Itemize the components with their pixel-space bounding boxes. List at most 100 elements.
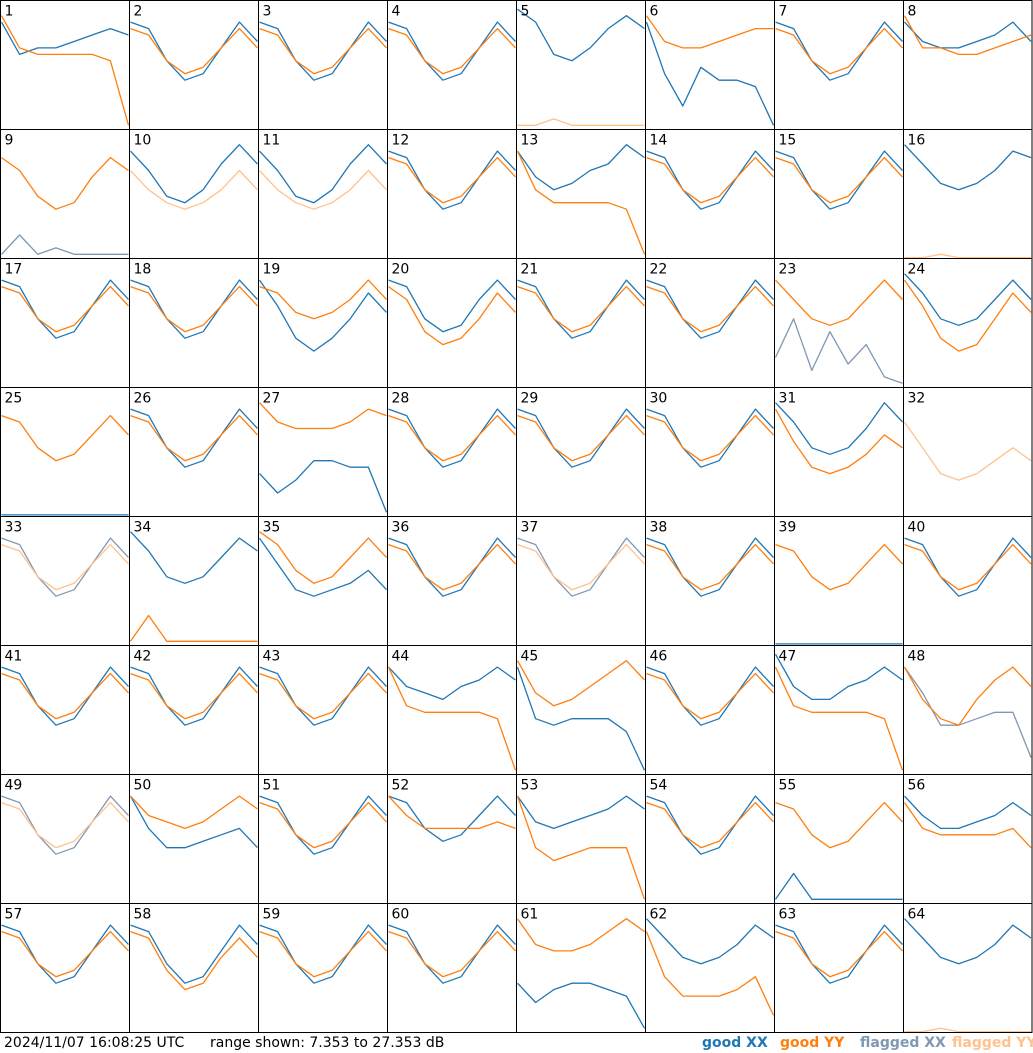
spectrum-line (1, 234, 129, 255)
spectrum-line (646, 285, 774, 333)
spectrum-line (646, 408, 774, 468)
spectrum-line (259, 279, 387, 320)
panel-label: 7 (779, 4, 788, 20)
spectrum-line (259, 801, 387, 849)
panel-frame (0, 0, 130, 130)
spectrum-line (258, 537, 387, 597)
panel-label: 12 (392, 133, 410, 149)
panel-frame (645, 0, 775, 130)
panel-frame (258, 774, 388, 904)
panel-label: 2 (134, 4, 143, 20)
panel-frame (645, 774, 775, 904)
range-text: range shown: 7.353 to 27.353 dB (210, 1035, 444, 1051)
panel-label: 32 (908, 391, 926, 407)
panel-label: 60 (392, 907, 410, 923)
panel-label: 19 (263, 262, 281, 278)
panel-label: 16 (908, 133, 926, 149)
panel-frame (903, 516, 1033, 646)
spectrum-line (646, 537, 774, 597)
panel-frame (516, 774, 646, 904)
panel-label: 43 (263, 649, 281, 665)
panel-label: 49 (5, 778, 23, 794)
spectrum-line (904, 21, 1032, 49)
panel-label: 6 (650, 4, 659, 20)
panel-frame (645, 387, 775, 517)
spectrum-line (903, 802, 1032, 849)
panel-frame (516, 516, 646, 646)
panel-label: 10 (134, 133, 152, 149)
panel-label: 57 (5, 907, 23, 923)
panel-frame (774, 516, 904, 646)
spectrum-line (259, 795, 387, 855)
panel-frame (387, 0, 517, 130)
spectrum-line (646, 672, 774, 720)
panel-label: 52 (392, 778, 410, 794)
spectrum-line (1, 930, 129, 978)
legend-entry: good YY (780, 1035, 845, 1051)
legend-entry: flagged XX (860, 1035, 946, 1051)
spectrum-line (259, 930, 387, 978)
panel-frame (129, 0, 259, 130)
spectrum-line (646, 414, 774, 462)
spectrum-line (903, 666, 1032, 726)
spectrum-line (646, 795, 774, 855)
panel-frame (129, 258, 259, 388)
spectrum-line (646, 279, 774, 339)
spectrum-line (388, 543, 516, 591)
panel-frame (516, 903, 646, 1033)
spectrum-line (1, 801, 129, 849)
spectrum-line (388, 408, 516, 468)
spectrum-line (130, 531, 258, 584)
spectrum-line (646, 150, 774, 210)
panel-frame (258, 516, 388, 646)
panel-frame (387, 258, 517, 388)
spectrum-line (516, 660, 645, 707)
panel-frame (516, 129, 646, 259)
spectrum-line (516, 144, 645, 191)
spectrum-line (258, 279, 387, 352)
panel-label: 34 (134, 520, 152, 536)
spectrum-line (130, 21, 258, 81)
spectrum-line (388, 930, 516, 978)
spectrum-line (774, 666, 904, 771)
spectrum-line (259, 672, 387, 720)
panel-label: 25 (5, 391, 23, 407)
spectrum-line (517, 537, 645, 597)
panel-label: 61 (521, 907, 539, 923)
spectrum-line (259, 27, 387, 75)
panel-label: 1 (5, 4, 14, 20)
panel-label: 62 (650, 907, 668, 923)
spectrum-line (129, 614, 258, 642)
spectrum-line (775, 930, 903, 978)
spectrum-line (645, 931, 775, 1016)
spectrum-line (388, 795, 516, 842)
panel-frame (258, 387, 388, 517)
panel-label: 5 (521, 4, 530, 20)
spectrum-line (130, 285, 258, 333)
legend-entry: good XX (702, 1035, 768, 1051)
spectrum-line (903, 421, 1032, 481)
panel-label: 37 (521, 520, 539, 536)
spectrum-line (259, 402, 387, 430)
panel-frame (387, 129, 517, 259)
spectrum-line (517, 982, 646, 1029)
panel-frame (129, 387, 259, 517)
panel-label: 40 (908, 520, 926, 536)
spectrum-line (0, 15, 130, 126)
panel-frame (258, 0, 388, 130)
panel-frame (258, 258, 388, 388)
panel-label: 45 (521, 649, 539, 665)
spectrum-line (903, 15, 1032, 56)
spectrum-line (775, 156, 903, 204)
spectrum-line (130, 672, 258, 720)
spectrum-line (775, 924, 903, 984)
spectrum-line (646, 156, 774, 204)
panel-label: 23 (779, 262, 797, 278)
spectrum-line (1, 924, 129, 984)
spectrum-line (904, 543, 1032, 591)
spectrum-line (1, 279, 129, 339)
spectrum-line (388, 666, 516, 701)
spectrum-line (904, 918, 1032, 965)
panel-label: 26 (134, 391, 152, 407)
panel-frame (129, 774, 259, 904)
